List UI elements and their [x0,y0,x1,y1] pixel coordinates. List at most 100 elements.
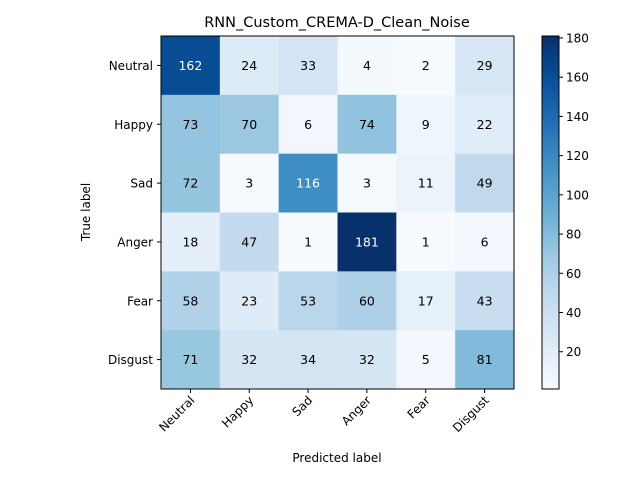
matrix-cell [161,94,221,155]
cell-value-label: 11 [418,176,434,191]
colorbar-tick-label: 20 [566,345,581,359]
x-tick-label: Happy [219,393,256,430]
matrix-cell [337,330,397,390]
y-tick-label: Sad [130,177,153,191]
cell-value-label: 5 [422,352,430,367]
matrix-cell [161,271,221,331]
matrix-cell [278,36,338,96]
cell-value-label: 74 [359,117,375,132]
colorbar-ticks: 20 40 60 80 100 120 140 160 180 [559,31,589,359]
cell-value-label: 181 [355,234,379,249]
plot-frame [160,35,515,390]
cell-value-label: 70 [241,117,257,132]
matrix-cell [455,94,515,155]
x-tick-label: Anger [339,393,374,428]
cell-value-label: 23 [241,293,257,308]
cell-value-label: 71 [182,352,198,367]
matrix-cell [219,153,280,213]
colorbar-tick-label: 180 [566,31,589,45]
matrix-cell [396,94,456,155]
matrix-cell [396,271,456,331]
cell-value-label: 6 [304,117,312,132]
matrix-cell [337,271,397,331]
matrix-cell [455,212,515,272]
cell-value-label: 53 [300,293,316,308]
matrix-cell [161,36,221,96]
matrix-cell [219,212,280,272]
cell-value-label: 22 [477,117,493,132]
cell-value-label: 1 [422,234,430,249]
colorbar [541,35,560,390]
y-tick-label: Anger [117,235,153,249]
cell-value-label: 47 [241,234,257,249]
matrix-cell [455,271,515,331]
matrix-cell [161,212,221,272]
matrix-cell [455,330,515,390]
colorbar-tick-label: 100 [566,188,589,202]
cell-value-label: 17 [418,293,434,308]
x-tick-label: Neutral [156,393,197,434]
cell-value-label: 43 [477,293,493,308]
matrix-cell [219,36,280,96]
matrix-cell [278,153,338,213]
cell-value-label: 2 [422,58,430,73]
matrix-cell [337,36,397,96]
cell-value-label: 33 [300,58,316,73]
matrix-cell [219,94,280,155]
cell-value-label: 3 [363,176,371,191]
colorbar-tick-label: 60 [566,267,581,281]
cell-value-label: 34 [300,352,316,367]
cell-value-label: 4 [363,58,371,73]
y-tick-label: Neutral [109,59,153,73]
cell-value-label: 24 [241,58,257,73]
matrix-cell [278,94,338,155]
cell-value-label: 32 [359,352,375,367]
cell-value-label: 1 [304,234,312,249]
colorbar-tick-label: 120 [566,149,589,163]
cell-value-label: 58 [182,293,198,308]
cell-value-label: 81 [477,352,493,367]
colorbar-tick-label: 160 [566,71,589,85]
y-axis-label: True label [79,183,93,242]
matrix-cell [219,271,280,331]
matrix-cell [161,330,221,390]
matrix-cell [337,153,397,213]
chart-title: RNN_Custom_CREMA-D_Clean_Noise [204,15,470,31]
cell-value-label: 72 [182,176,198,191]
y-tick-label: Happy [114,118,153,132]
matrix-cell [455,36,515,96]
y-tick-label: Disgust [108,353,153,367]
matrix-cell [455,153,515,213]
cell-value-label: 9 [422,117,430,132]
x-tick-label: Disgust [450,393,492,435]
matrix-cell [219,330,280,390]
colorbar-tick-label: 80 [566,228,581,242]
x-axis-label: Predicted label [292,451,381,465]
matrix-cell [278,330,338,390]
cell-value-label: 29 [477,58,493,73]
colorbar-tick-label: 40 [566,306,581,320]
matrix-cell [337,212,397,272]
cell-value-label: 32 [241,352,257,367]
y-tick-label: Fear [127,294,153,308]
cell-value-label: 18 [182,234,198,249]
matrix-cell [396,330,456,390]
matrix-cell [396,212,456,272]
cell-value-label: 49 [477,176,493,191]
cell-value-label: 60 [359,293,375,308]
cell-value-label: 3 [245,176,253,191]
matrix-cell [396,36,456,96]
matrix-cell [337,94,397,155]
x-tick-label: Sad [289,393,315,419]
matrix-cell [161,153,221,213]
cell-value-label: 116 [296,176,320,191]
cell-value-label: 73 [182,117,198,132]
cell-value-label: 162 [178,58,202,73]
cell-value-label: 6 [481,234,489,249]
matrix-cell [396,153,456,213]
x-tick-label: Fear [405,393,433,421]
colorbar-tick-label: 140 [566,110,589,124]
